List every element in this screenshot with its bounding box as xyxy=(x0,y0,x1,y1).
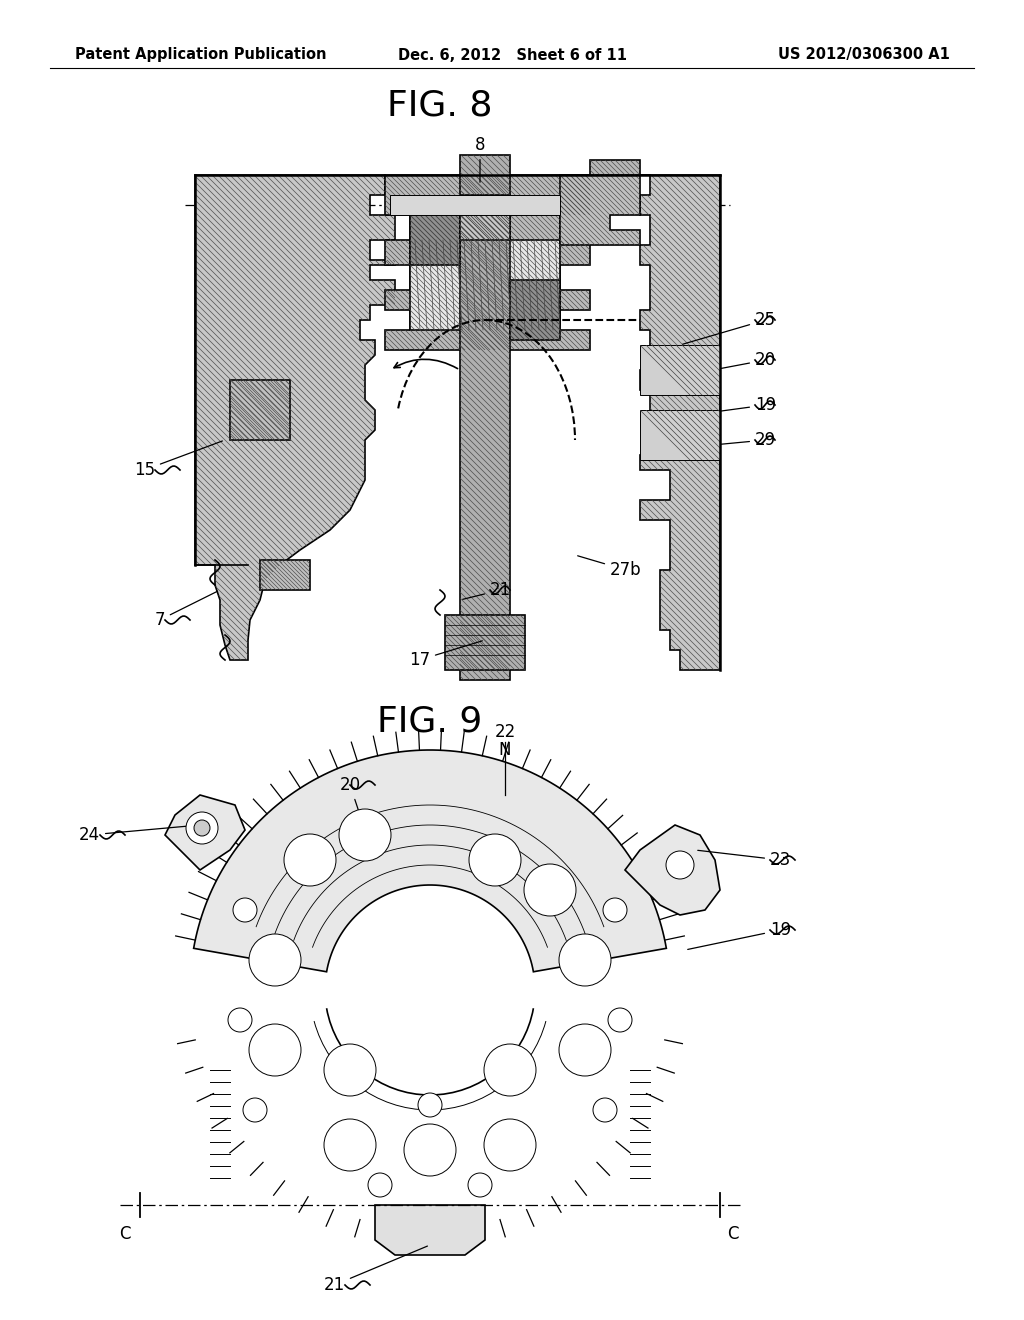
Text: 23: 23 xyxy=(697,850,792,869)
Polygon shape xyxy=(590,176,720,671)
Text: 25: 25 xyxy=(683,312,776,345)
Circle shape xyxy=(404,1125,456,1176)
Circle shape xyxy=(249,935,301,986)
Polygon shape xyxy=(625,825,720,915)
Polygon shape xyxy=(410,201,460,265)
Text: 7: 7 xyxy=(155,591,217,630)
Circle shape xyxy=(468,1173,492,1197)
Polygon shape xyxy=(560,176,640,246)
Polygon shape xyxy=(460,154,510,680)
Circle shape xyxy=(284,834,336,886)
Text: 15: 15 xyxy=(134,441,222,479)
Text: 24: 24 xyxy=(79,825,198,843)
Circle shape xyxy=(603,898,627,921)
Circle shape xyxy=(559,935,611,986)
Text: 21: 21 xyxy=(463,581,511,599)
Polygon shape xyxy=(445,615,525,671)
Text: 21: 21 xyxy=(324,1246,427,1294)
Circle shape xyxy=(243,1098,267,1122)
Polygon shape xyxy=(260,560,310,590)
Circle shape xyxy=(249,1024,301,1076)
Polygon shape xyxy=(640,345,720,395)
Text: 17: 17 xyxy=(409,640,482,669)
Text: 20: 20 xyxy=(663,351,776,379)
Circle shape xyxy=(418,1093,442,1117)
Circle shape xyxy=(469,834,521,886)
Polygon shape xyxy=(195,176,395,660)
Text: 8: 8 xyxy=(475,136,485,182)
Text: US 2012/0306300 A1: US 2012/0306300 A1 xyxy=(778,48,950,62)
Circle shape xyxy=(666,851,694,879)
Text: C: C xyxy=(727,1225,738,1243)
Polygon shape xyxy=(510,280,560,341)
Text: Dec. 6, 2012   Sheet 6 of 11: Dec. 6, 2012 Sheet 6 of 11 xyxy=(397,48,627,62)
Polygon shape xyxy=(640,411,720,459)
Text: 29: 29 xyxy=(663,432,776,450)
Circle shape xyxy=(593,1098,617,1122)
Polygon shape xyxy=(230,380,290,440)
Circle shape xyxy=(339,809,391,861)
Polygon shape xyxy=(165,795,245,870)
Circle shape xyxy=(484,1119,536,1171)
Circle shape xyxy=(194,820,210,836)
Circle shape xyxy=(524,865,575,916)
Text: 27b: 27b xyxy=(578,556,642,579)
Polygon shape xyxy=(194,750,667,972)
Text: 19: 19 xyxy=(688,921,792,949)
Text: 19: 19 xyxy=(657,396,776,420)
Text: Patent Application Publication: Patent Application Publication xyxy=(75,48,327,62)
Circle shape xyxy=(324,1044,376,1096)
Polygon shape xyxy=(390,195,560,215)
Circle shape xyxy=(233,898,257,921)
Polygon shape xyxy=(590,160,640,176)
Text: FIG. 8: FIG. 8 xyxy=(387,88,493,121)
Text: FIG. 9: FIG. 9 xyxy=(378,705,482,739)
Text: C: C xyxy=(119,1225,131,1243)
Circle shape xyxy=(484,1044,536,1096)
Text: 22: 22 xyxy=(495,723,516,741)
Polygon shape xyxy=(375,1205,485,1255)
Circle shape xyxy=(368,1173,392,1197)
Circle shape xyxy=(228,1008,252,1032)
Circle shape xyxy=(608,1008,632,1032)
Text: 20: 20 xyxy=(339,776,369,842)
Polygon shape xyxy=(410,240,560,330)
Circle shape xyxy=(186,812,218,843)
Circle shape xyxy=(559,1024,611,1076)
Polygon shape xyxy=(385,176,590,350)
Polygon shape xyxy=(460,195,510,240)
Circle shape xyxy=(324,1119,376,1171)
Text: N: N xyxy=(499,741,511,759)
